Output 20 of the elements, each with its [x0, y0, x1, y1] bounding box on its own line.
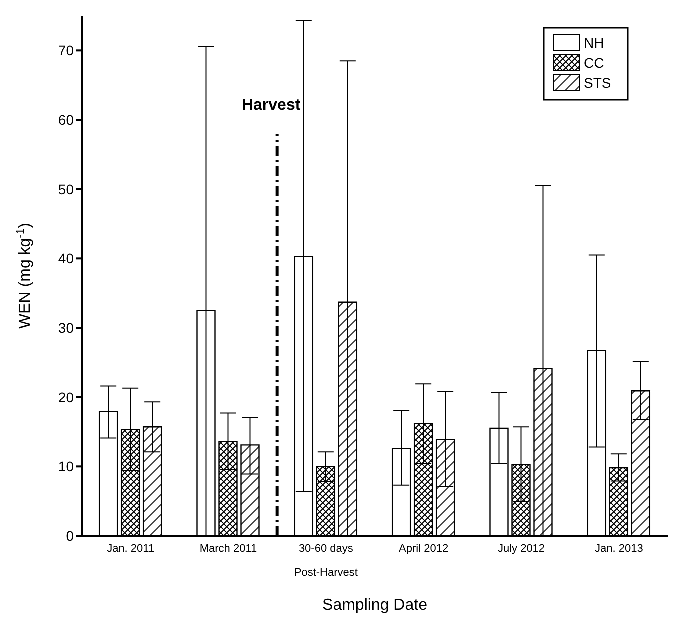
x-tick-label: 30-60 days	[298, 542, 354, 555]
annotation: Harvest	[242, 97, 302, 114]
x-tick-label: April 2012	[399, 542, 449, 555]
y-tick-label: 40	[58, 250, 74, 267]
text: Post-Harvest	[294, 567, 358, 579]
legend-label: CC	[584, 55, 604, 71]
y-tick-label: 50	[58, 181, 74, 198]
x-tick-label: July 2012	[498, 542, 546, 555]
x-tick-label: Jan. 2013	[595, 542, 644, 555]
x-axis-title: Sampling Date	[322, 597, 428, 614]
legend-label: STS	[584, 75, 612, 91]
y-tick-label: 30	[58, 320, 74, 336]
y-tick-label: 0	[66, 528, 74, 544]
x-tick-label: March 2011	[200, 542, 258, 555]
x-tick-label: Jan. 2011	[107, 542, 155, 555]
y-tick-label: 10	[58, 458, 74, 475]
y-tick-label: 20	[58, 389, 74, 406]
legend-label: NH	[584, 35, 604, 51]
y-tick-label: 70	[58, 42, 74, 59]
y-tick-label: 60	[58, 112, 74, 128]
